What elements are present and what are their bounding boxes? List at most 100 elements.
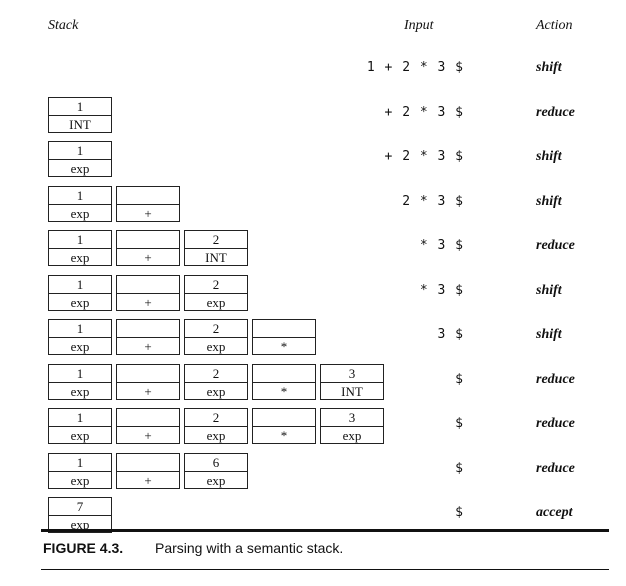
grammar-symbol: + — [117, 337, 179, 356]
stack-cell: + — [116, 452, 180, 490]
grammar-symbol: * — [253, 337, 315, 356]
input-header: Input — [404, 18, 434, 33]
trace-row: 7 exp $ accept — [0, 497, 626, 537]
stack-cell: * — [252, 408, 316, 444]
parser-action: reduce — [536, 104, 575, 120]
remaining-input: $ — [455, 505, 464, 520]
stack-cell: 2 exp — [184, 363, 248, 401]
semantic-value: 7 — [76, 499, 84, 514]
grammar-symbol: INT — [321, 381, 383, 401]
parser-action: shift — [536, 193, 562, 209]
trace-row: 1 exp + 2 * 3 $ shift — [0, 141, 626, 181]
stack-cell: + — [116, 185, 180, 223]
remaining-input: * 3 $ — [419, 238, 464, 253]
semantic-value: 2 — [212, 321, 220, 336]
caption-top-rule — [41, 529, 609, 532]
stack-cell: + — [116, 319, 180, 355]
stack-cell: + — [116, 274, 180, 312]
grammar-symbol: + — [117, 292, 179, 312]
semantic-value — [117, 409, 179, 426]
semantic-value: 3 — [348, 410, 356, 425]
semantic-value — [117, 187, 179, 204]
remaining-input: $ — [455, 371, 464, 387]
trace-row: 1 exp +6 exp $ reduce — [0, 452, 626, 493]
grammar-symbol: + — [117, 426, 179, 445]
semantic-value: 1 — [76, 98, 84, 114]
stack-cell: + — [116, 408, 180, 444]
remaining-input: $ — [455, 460, 464, 476]
stack-cell: 6 exp — [184, 452, 248, 490]
stack-cell: 1 exp — [48, 452, 112, 489]
semantic-value — [253, 409, 315, 426]
trace-row: 1 exp +2 * 3 $ shift — [0, 185, 626, 226]
grammar-symbol: INT — [185, 248, 247, 267]
grammar-symbol: exp — [185, 337, 247, 356]
stack-cell: 3 INT — [320, 363, 384, 401]
stack-cell: 2 exp — [184, 274, 248, 312]
stack-cell: 1 INT — [48, 96, 112, 133]
trace-row: 1 exp +2 exp * 3 $ shift — [0, 319, 626, 359]
trace-row: 1 exp +2 exp * 3 $ shift — [0, 274, 626, 315]
trace-row: 1 + 2 * 3 $ shift — [0, 52, 626, 92]
caption-bottom-rule — [41, 569, 609, 570]
parser-action: shift — [536, 149, 562, 164]
grammar-symbol: exp — [321, 426, 383, 445]
stack-cell: 1 exp — [48, 319, 112, 355]
grammar-symbol: + — [117, 203, 179, 223]
stack-cell: 1 exp — [48, 185, 112, 223]
parser-action: shift — [536, 282, 562, 298]
grammar-symbol: exp — [185, 470, 247, 490]
stack-cell: 2 INT — [184, 230, 248, 266]
stack-cell: 1 exp — [48, 141, 112, 177]
parser-action: reduce — [536, 416, 575, 431]
semantic-value — [253, 365, 315, 382]
semantic-value — [117, 365, 179, 382]
semantic-value: 2 — [212, 410, 220, 425]
stack-cell: 3 exp — [320, 408, 384, 444]
stack-cell: 2 exp — [184, 408, 248, 444]
remaining-input: * 3 $ — [419, 282, 464, 298]
semantic-value — [117, 454, 179, 471]
grammar-symbol: + — [117, 248, 179, 267]
semantic-value — [117, 320, 179, 337]
semantic-value: 1 — [76, 454, 84, 470]
grammar-symbol: exp — [49, 515, 111, 534]
stack-cell: 7 exp — [48, 497, 112, 533]
grammar-symbol: + — [117, 470, 179, 490]
semantic-value: 2 — [212, 365, 220, 381]
grammar-symbol: exp — [49, 248, 111, 267]
grammar-symbol: exp — [49, 203, 111, 223]
grammar-symbol: exp — [185, 381, 247, 401]
parser-action: shift — [536, 327, 562, 342]
semantic-value: 1 — [76, 143, 84, 158]
stack-cell: 1 exp — [48, 408, 112, 444]
grammar-symbol: + — [117, 381, 179, 401]
semantic-value: 1 — [76, 321, 84, 336]
stack-cell: * — [252, 319, 316, 355]
stack-cell: 2 exp — [184, 319, 248, 355]
parser-action: reduce — [536, 238, 575, 253]
grammar-symbol: exp — [49, 381, 111, 401]
semantic-value: 1 — [76, 232, 84, 247]
semantic-value: 2 — [212, 276, 220, 292]
parser-action: reduce — [536, 371, 575, 387]
grammar-symbol: exp — [185, 292, 247, 312]
semantic-value — [253, 320, 315, 337]
semantic-value: 2 — [212, 232, 220, 247]
remaining-input: 3 $ — [437, 327, 464, 342]
grammar-symbol: exp — [49, 337, 111, 356]
remaining-input: + 2 * 3 $ — [384, 104, 464, 120]
figure-label: FIGURE 4.3. — [43, 540, 124, 556]
parser-action: reduce — [536, 460, 575, 476]
grammar-symbol: exp — [49, 426, 111, 445]
grammar-symbol: * — [253, 381, 315, 401]
trace-row: 1 exp +2 INT * 3 $ reduce — [0, 230, 626, 270]
stack-cell: + — [116, 363, 180, 401]
grammar-symbol: exp — [185, 426, 247, 445]
semantic-value — [117, 276, 179, 293]
semantic-value: 1 — [76, 187, 84, 203]
action-header: Action — [536, 18, 573, 33]
semantic-value: 6 — [212, 454, 220, 470]
remaining-input: 2 * 3 $ — [402, 193, 464, 209]
